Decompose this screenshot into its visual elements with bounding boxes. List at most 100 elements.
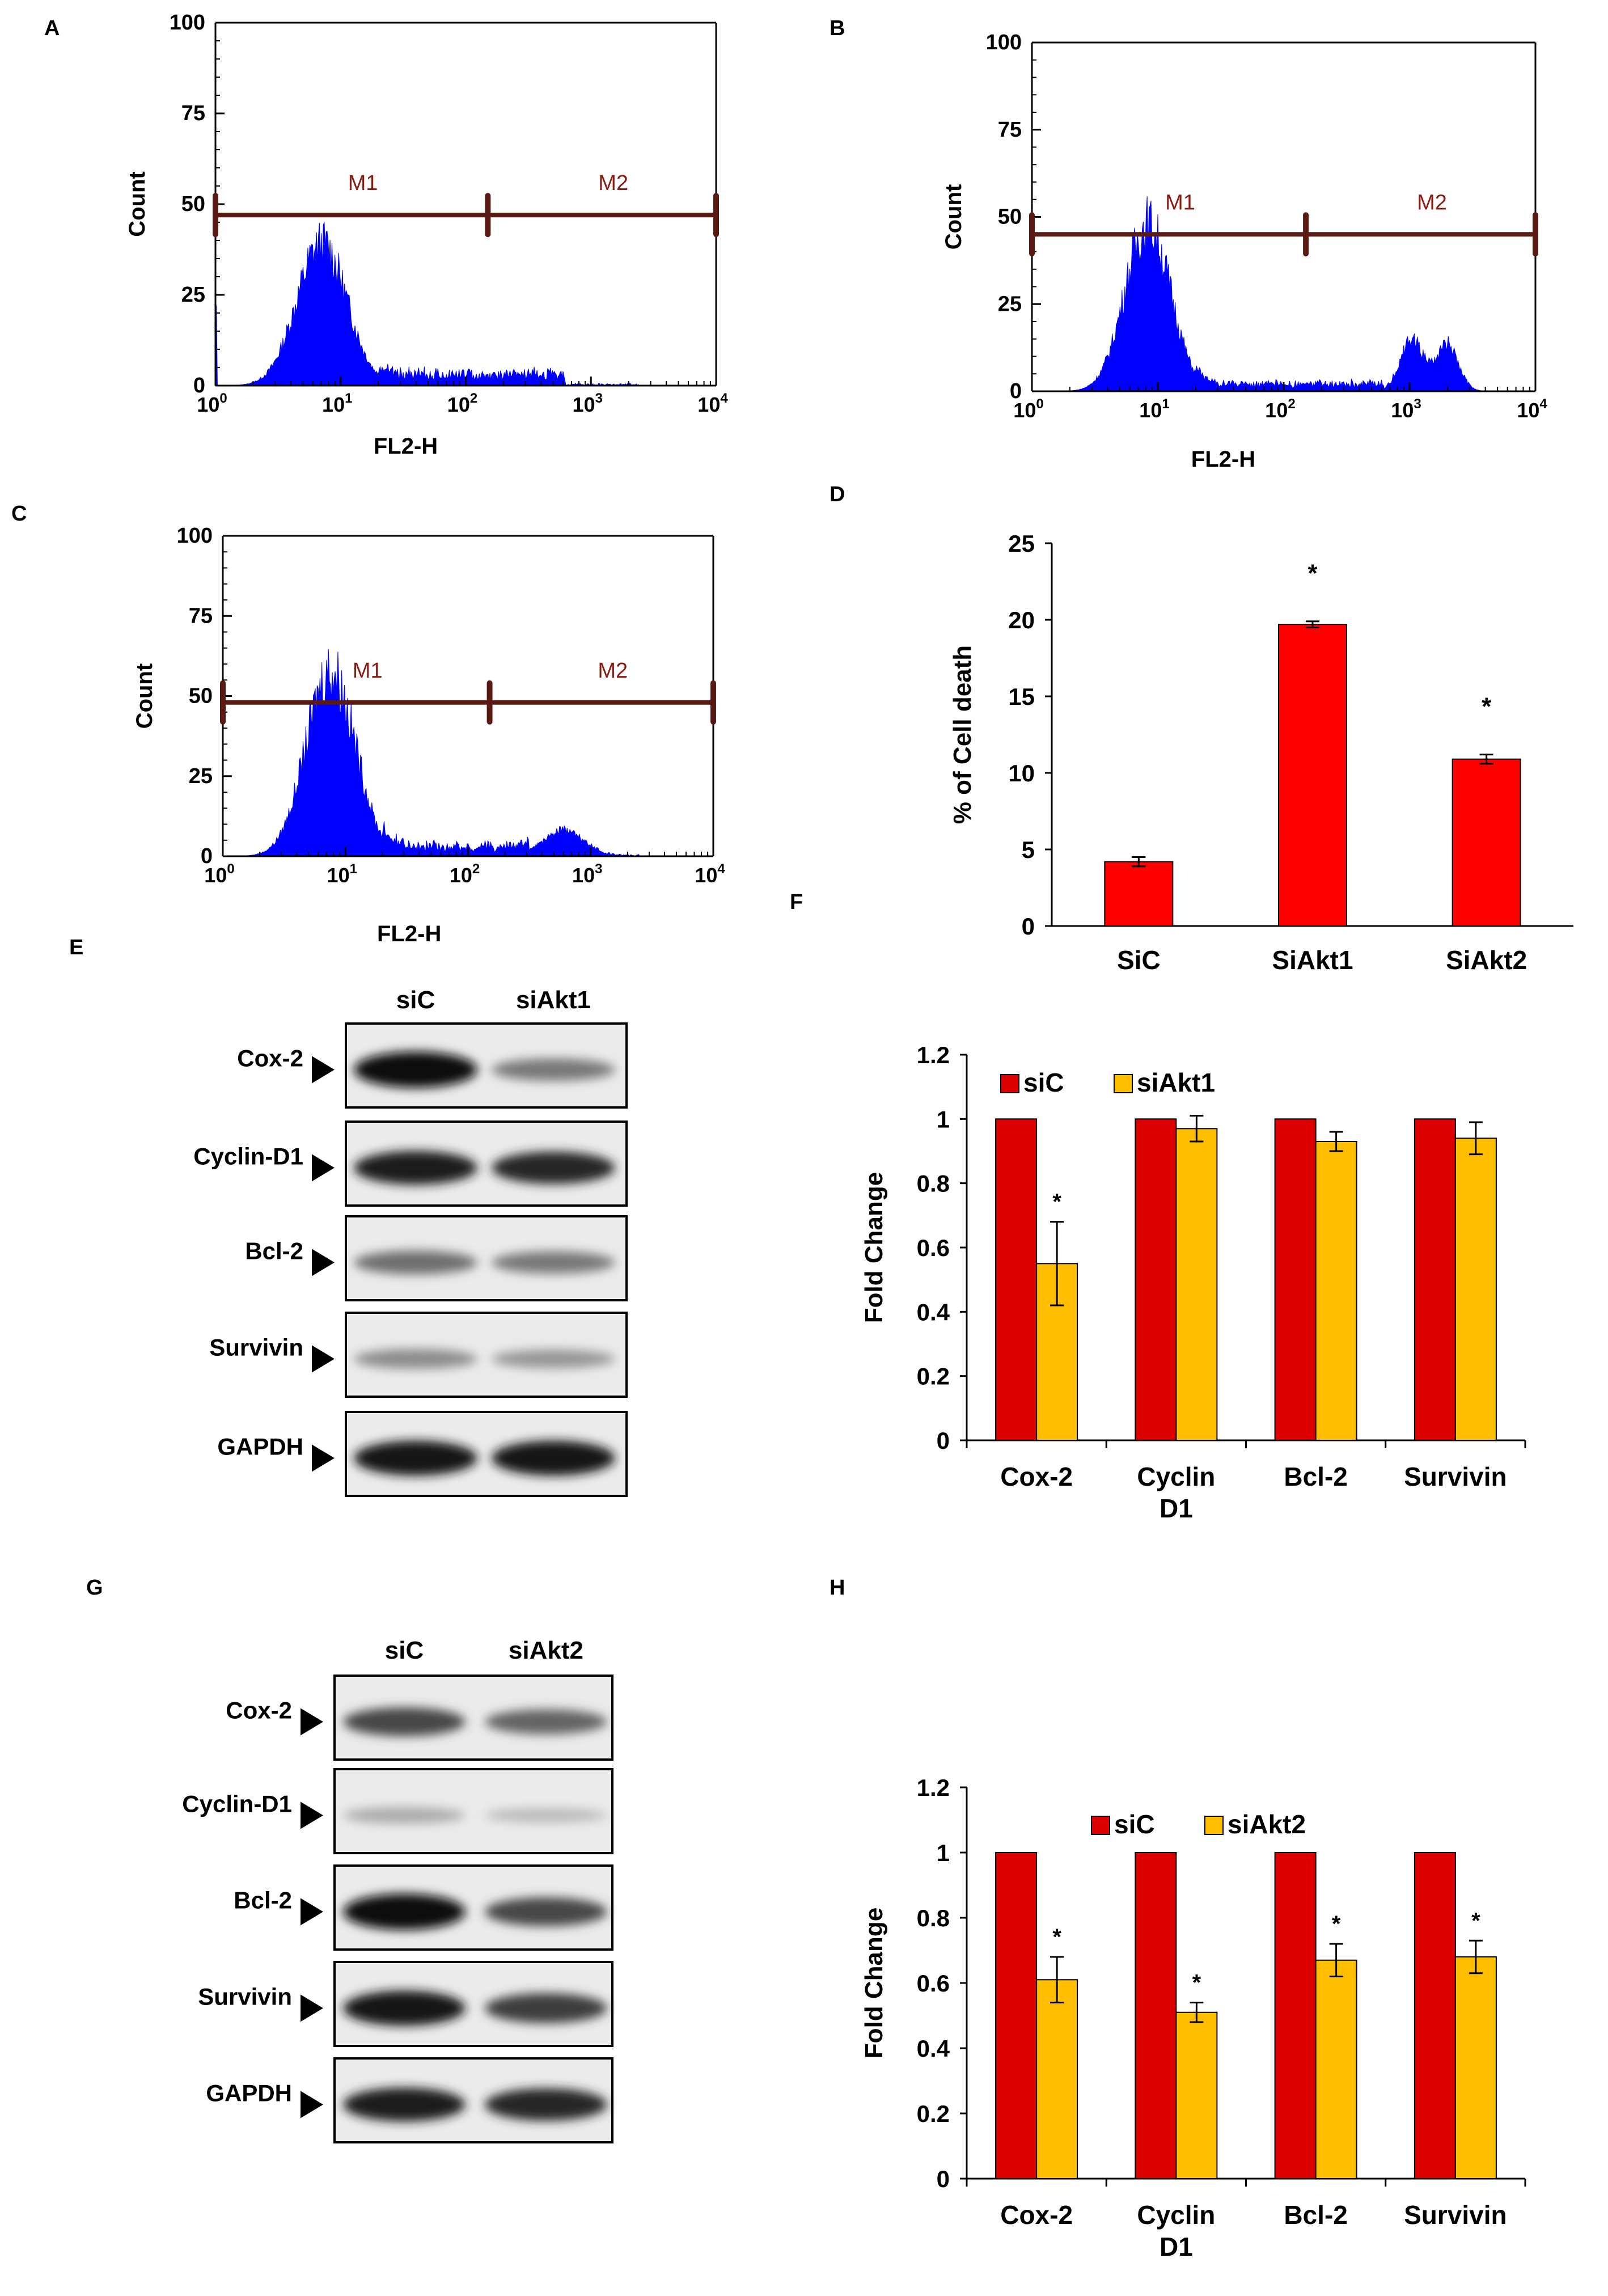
panel-label-d: D xyxy=(830,483,845,506)
x-tick-base: 10 xyxy=(1517,399,1539,422)
x-tick-base: 10 xyxy=(204,864,227,887)
x-tick-label: 104 xyxy=(695,861,725,887)
lane-label: siC xyxy=(396,986,435,1014)
category-label: Bcl-2 xyxy=(1284,2200,1347,2230)
category-label: Survivin xyxy=(1404,2200,1507,2230)
y-tick-label: 25 xyxy=(181,283,205,307)
protein-label: Bcl-2 xyxy=(245,1237,303,1264)
x-axis-label: FL2-H xyxy=(1191,447,1255,472)
y-tick-label: 0 xyxy=(201,844,213,868)
y-tick-label: 0 xyxy=(937,2166,950,2192)
bar-siAkt1 xyxy=(1315,1141,1357,1441)
x-tick-exponent: 1 xyxy=(345,391,352,406)
legend-swatch-siAkt2 xyxy=(1204,1816,1224,1835)
category-label: Cyclin xyxy=(1137,1462,1215,1491)
protein-label: GAPDH xyxy=(206,2079,292,2106)
y-tick-label: 0.6 xyxy=(917,1970,950,1997)
protein-label: Cox-2 xyxy=(226,1697,292,1723)
bar-chart-d: 0 5 10 15 20 25 % of Cell death SiC SiAkt1 * SiAkt… xyxy=(949,530,1573,975)
legend-swatch-siC xyxy=(1000,1074,1019,1093)
category-label: SiAkt1 xyxy=(1272,945,1353,975)
protein-label: GAPDH xyxy=(217,1433,303,1460)
significance-star: * xyxy=(1052,1190,1061,1215)
x-tick-base: 10 xyxy=(1391,399,1414,422)
blot-band xyxy=(343,1807,466,1824)
arrow-icon xyxy=(312,1249,335,1276)
x-tick-exponent: 4 xyxy=(717,861,725,877)
bar-siC xyxy=(1414,1118,1456,1441)
y-tick-label: 100 xyxy=(177,524,213,548)
histogram-a-area xyxy=(215,222,716,386)
x-tick-base: 10 xyxy=(1139,399,1162,422)
lane-label: siAkt2 xyxy=(509,1637,583,1664)
blot-band xyxy=(485,2088,607,2121)
x-tick-exponent: 0 xyxy=(227,861,234,877)
bar-siC xyxy=(995,1852,1038,2179)
category-label: Cox-2 xyxy=(1000,2200,1073,2230)
x-tick-base: 10 xyxy=(322,393,345,416)
y-tick-label: 50 xyxy=(998,205,1022,229)
protein-label: Survivin xyxy=(209,1334,303,1360)
x-tick-base: 10 xyxy=(327,864,350,887)
y-tick-label: 75 xyxy=(998,118,1022,142)
x-tick-exponent: 1 xyxy=(350,861,357,877)
western-blot-g: siC siAkt2 Cox-2 Cyclin-D1 Bcl-2 Survivin GAPD… xyxy=(182,1637,613,2143)
x-tick-label: 101 xyxy=(327,861,357,887)
panel-label-h: H xyxy=(830,1576,845,1600)
significance-star: * xyxy=(1192,1971,1201,1995)
y-tick-label: 10 xyxy=(1008,760,1035,787)
bar-chart-h: 0 0.2 0.4 0.6 0.8 1 1.2 Fold Change * Cox-2 * Cycli… xyxy=(860,1774,1526,2261)
significance-star: * xyxy=(1471,1908,1480,1933)
x-tick-label: 104 xyxy=(697,391,728,416)
y-tick-label: 0 xyxy=(937,1427,950,1454)
x-tick-base: 10 xyxy=(197,393,219,416)
blot-band xyxy=(492,1058,615,1081)
bar-siAkt2 xyxy=(1036,1979,1078,2179)
legend-label-siAkt2: siAkt2 xyxy=(1228,1809,1306,1839)
panel-label-a: A xyxy=(44,16,60,40)
blot-band xyxy=(485,1808,607,1823)
y-axis-label: Fold Change xyxy=(860,1172,888,1323)
x-tick-label: 103 xyxy=(572,861,602,887)
y-tick-label: 50 xyxy=(181,192,205,216)
marker-label-m1: M1 xyxy=(1165,191,1195,214)
arrow-icon xyxy=(301,1802,323,1829)
significance-star: * xyxy=(1052,1925,1061,1950)
blot-band xyxy=(485,1993,607,2023)
bar-siC xyxy=(1274,1118,1317,1441)
arrow-icon xyxy=(312,1345,335,1373)
blot-band xyxy=(485,1897,607,1926)
bar-siC xyxy=(1135,1118,1177,1441)
legend-swatch-siC xyxy=(1091,1816,1110,1835)
y-tick-label: 0.8 xyxy=(917,1905,950,1931)
arrow-icon xyxy=(301,1994,323,2022)
blot-band xyxy=(492,1151,615,1185)
category-label: SiC xyxy=(1117,945,1161,975)
x-tick-base: 10 xyxy=(1013,399,1036,422)
y-tick-label: 0.2 xyxy=(917,1363,950,1390)
blot-band xyxy=(492,1349,615,1368)
x-tick-exponent: 3 xyxy=(595,391,603,406)
x-tick-label: 101 xyxy=(322,391,352,416)
arrow-icon xyxy=(301,1708,323,1736)
bar-siAkt1 xyxy=(1454,1138,1497,1441)
blot-band xyxy=(492,1251,615,1274)
x-tick-base: 10 xyxy=(573,393,595,416)
y-axis-label: % of Cell death xyxy=(949,645,976,824)
bar-chart-f: 0 0.2 0.4 0.6 0.8 1 1.2 Fold Change * Cox-2 Cyclin… xyxy=(860,1042,1526,1523)
lane-label: siC xyxy=(385,1637,424,1664)
x-tick-exponent: 0 xyxy=(1036,396,1043,412)
x-tick-label: 100 xyxy=(197,391,227,416)
y-tick-label: 0.4 xyxy=(917,2035,950,2062)
arrow-icon xyxy=(301,2091,323,2119)
x-tick-exponent: 2 xyxy=(472,861,480,877)
y-tick-label: 5 xyxy=(1022,836,1035,863)
bar-siAkt2 xyxy=(1454,1956,1497,2179)
lane-label: siAkt1 xyxy=(516,986,591,1014)
significance-star: * xyxy=(1307,560,1318,587)
x-tick-exponent: 0 xyxy=(219,391,227,406)
marker-label-m1: M1 xyxy=(353,659,383,683)
